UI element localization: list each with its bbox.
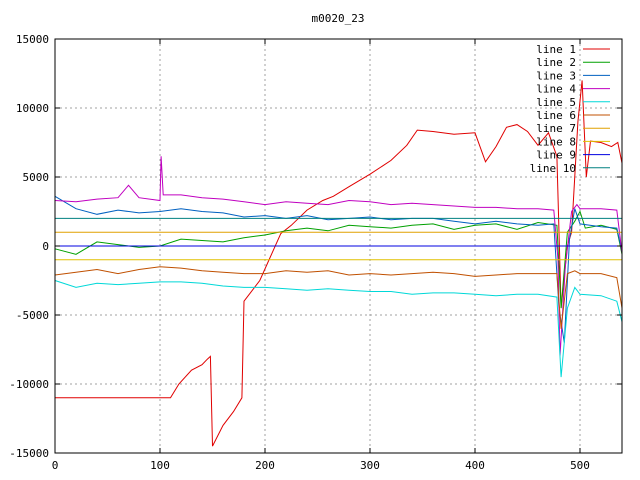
- series-line-5: [54, 280, 623, 378]
- legend-label: line 9: [536, 149, 576, 162]
- y-tick-label: 15000: [16, 33, 49, 46]
- y-tick-label: 0: [42, 240, 49, 253]
- legend-label: line 3: [536, 69, 576, 82]
- x-tick-label: 500: [570, 459, 590, 472]
- x-tick-label: 0: [52, 459, 59, 472]
- axis-ticks: 0 100 200 300 400 500 -15000 -10000 -5000 0 5000 10…: [9, 33, 622, 472]
- legend-label: line 5: [536, 96, 576, 109]
- y-tick-label: 5000: [23, 171, 50, 184]
- x-tick-label: 200: [255, 459, 275, 472]
- legend-label: line 10: [530, 162, 576, 175]
- series-line-6: [54, 266, 623, 329]
- legend-label: line 8: [536, 135, 576, 148]
- y-tick-label: -5000: [16, 309, 49, 322]
- series-line-1: [55, 80, 623, 447]
- legend-label: line 6: [536, 109, 576, 122]
- x-tick-label: 100: [150, 459, 170, 472]
- chart-title: m0020_23: [312, 12, 365, 25]
- y-tick-label: -15000: [9, 447, 49, 460]
- x-tick-label: 300: [360, 459, 380, 472]
- legend-label: line 4: [536, 83, 576, 96]
- legend-label: line 7: [536, 122, 576, 135]
- x-tick-label: 400: [465, 459, 485, 472]
- series-group: [54, 80, 623, 447]
- legend-label: line 1: [536, 43, 576, 56]
- y-tick-label: -10000: [9, 378, 49, 391]
- series-line-4: [54, 156, 623, 357]
- y-tick-label: 10000: [16, 102, 49, 115]
- legend-label: line 2: [536, 56, 576, 69]
